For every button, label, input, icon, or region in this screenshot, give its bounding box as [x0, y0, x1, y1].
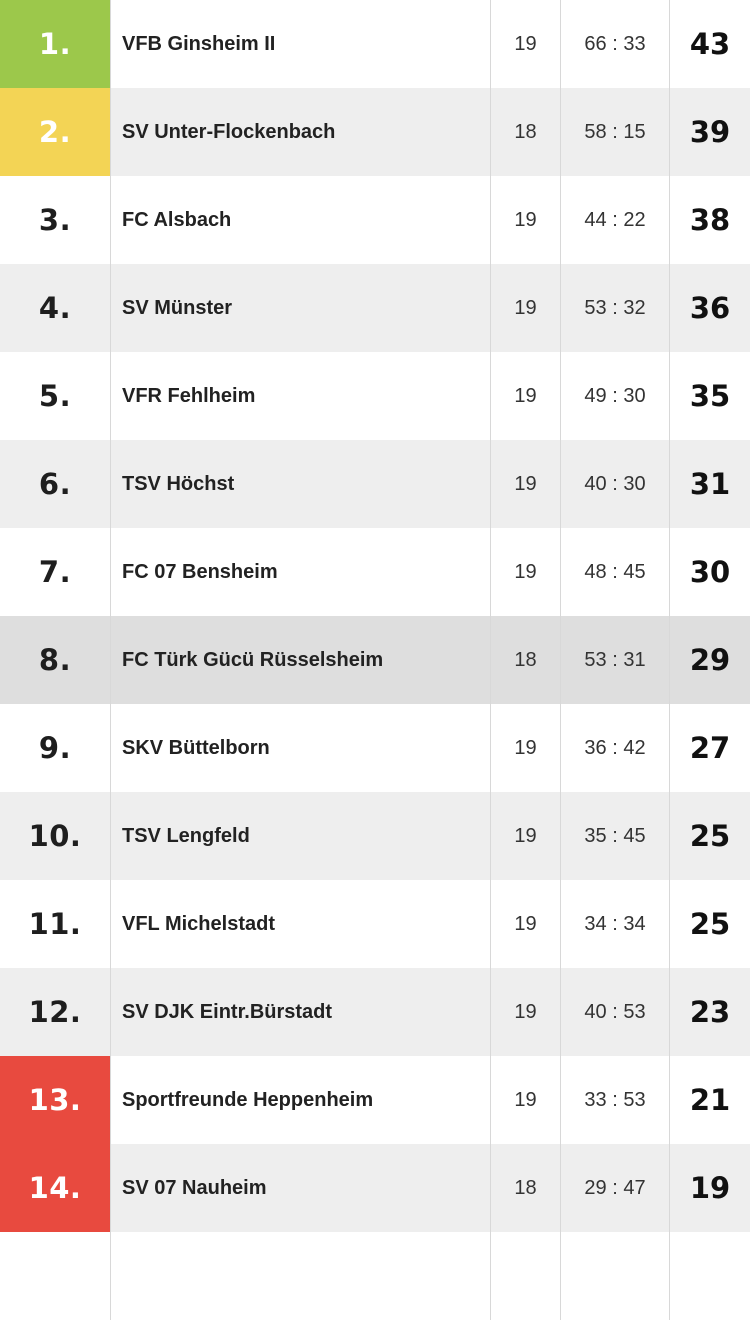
team-name: VFR Fehlheim	[110, 352, 490, 440]
team-name: FC 07 Bensheim	[110, 528, 490, 616]
goal-difference: 53 : 31	[560, 616, 669, 704]
table-row[interactable]: 6. TSV Höchst 19 40 : 30 31	[0, 440, 750, 528]
goal-difference: 44 : 22	[560, 176, 669, 264]
points: 27	[669, 704, 750, 792]
games-played: 19	[490, 176, 560, 264]
goal-difference: 29 : 47	[560, 1144, 669, 1232]
rank-cell: 2.	[0, 88, 110, 176]
team-name: VFL Michelstadt	[110, 880, 490, 968]
table-row[interactable]: 13. Sportfreunde Heppenheim 19 33 : 53 21	[0, 1056, 750, 1144]
games-played: 19	[490, 528, 560, 616]
games-played: 18	[490, 1144, 560, 1232]
rank-cell: 7.	[38, 555, 72, 589]
table-row[interactable]: 3. FC Alsbach 19 44 : 22 38	[0, 176, 750, 264]
points: 38	[669, 176, 750, 264]
rank-cell: 6.	[38, 467, 72, 501]
team-name: SV 07 Nauheim	[110, 1144, 490, 1232]
games-played: 19	[490, 264, 560, 352]
table-row[interactable]: 4. SV Münster 19 53 : 32 36	[0, 264, 750, 352]
points: 29	[669, 616, 750, 704]
team-name: FC Türk Gücü Rüsselsheim	[110, 616, 490, 704]
team-name: TSV Lengfeld	[110, 792, 490, 880]
games-played	[490, 1232, 560, 1320]
team-name: SV Unter-Flockenbach	[110, 88, 490, 176]
rank-cell: 11.	[28, 907, 82, 941]
goal-difference: 58 : 15	[560, 88, 669, 176]
rank-cell: 9.	[38, 731, 72, 765]
table-row[interactable]: 1. VFB Ginsheim II 19 66 : 33 43	[0, 0, 750, 88]
table-row[interactable]	[0, 1232, 750, 1320]
rank-cell: 4.	[38, 291, 72, 325]
table-row[interactable]: 14. SV 07 Nauheim 18 29 : 47 19	[0, 1144, 750, 1232]
points: 43	[669, 0, 750, 88]
team-name: FC Alsbach	[110, 176, 490, 264]
team-name	[110, 1232, 490, 1320]
rank-cell: 1.	[0, 0, 110, 88]
rank-cell: 5.	[38, 379, 72, 413]
table-row[interactable]: 9. SKV Büttelborn 19 36 : 42 27	[0, 704, 750, 792]
goal-difference: 40 : 53	[560, 968, 669, 1056]
rank-cell: 8.	[38, 643, 72, 677]
team-name: SV DJK Eintr.Bürstadt	[110, 968, 490, 1056]
points: 35	[669, 352, 750, 440]
goal-difference: 35 : 45	[560, 792, 669, 880]
games-played: 19	[490, 968, 560, 1056]
goal-difference: 33 : 53	[560, 1056, 669, 1144]
points: 21	[669, 1056, 750, 1144]
games-played: 19	[490, 352, 560, 440]
goal-difference: 40 : 30	[560, 440, 669, 528]
rank-cell	[0, 1232, 110, 1320]
goal-difference: 48 : 45	[560, 528, 669, 616]
games-played: 19	[490, 1056, 560, 1144]
table-row[interactable]: 5. VFR Fehlheim 19 49 : 30 35	[0, 352, 750, 440]
goal-difference	[560, 1232, 669, 1320]
points: 30	[669, 528, 750, 616]
points: 23	[669, 968, 750, 1056]
games-played: 19	[490, 440, 560, 528]
table-row[interactable]: 7. FC 07 Bensheim 19 48 : 45 30	[0, 528, 750, 616]
points	[669, 1232, 750, 1320]
rank-cell: 3.	[38, 203, 72, 237]
goal-difference: 49 : 30	[560, 352, 669, 440]
team-name: TSV Höchst	[110, 440, 490, 528]
games-played: 19	[490, 792, 560, 880]
team-name: SV Münster	[110, 264, 490, 352]
rank-cell: 13.	[0, 1056, 110, 1144]
games-played: 19	[490, 880, 560, 968]
team-name: Sportfreunde Heppenheim	[110, 1056, 490, 1144]
team-name: VFB Ginsheim II	[110, 0, 490, 88]
table-row[interactable]: 11. VFL Michelstadt 19 34 : 34 25	[0, 880, 750, 968]
table-row[interactable]: 2. SV Unter-Flockenbach 18 58 : 15 39	[0, 88, 750, 176]
points: 31	[669, 440, 750, 528]
games-played: 19	[490, 704, 560, 792]
games-played: 19	[490, 0, 560, 88]
points: 19	[669, 1144, 750, 1232]
table-row[interactable]: 12. SV DJK Eintr.Bürstadt 19 40 : 53 23	[0, 968, 750, 1056]
rank-cell: 10.	[28, 819, 82, 853]
points: 25	[669, 880, 750, 968]
points: 25	[669, 792, 750, 880]
games-played: 18	[490, 88, 560, 176]
rank-cell: 14.	[0, 1144, 110, 1232]
games-played: 18	[490, 616, 560, 704]
table-row[interactable]: 8. FC Türk Gücü Rüsselsheim 18 53 : 31 29	[0, 616, 750, 704]
goal-difference: 34 : 34	[560, 880, 669, 968]
rank-cell: 12.	[28, 995, 82, 1029]
points: 36	[669, 264, 750, 352]
points: 39	[669, 88, 750, 176]
goal-difference: 53 : 32	[560, 264, 669, 352]
table-row[interactable]: 10. TSV Lengfeld 19 35 : 45 25	[0, 792, 750, 880]
goal-difference: 66 : 33	[560, 0, 669, 88]
goal-difference: 36 : 42	[560, 704, 669, 792]
team-name: SKV Büttelborn	[110, 704, 490, 792]
